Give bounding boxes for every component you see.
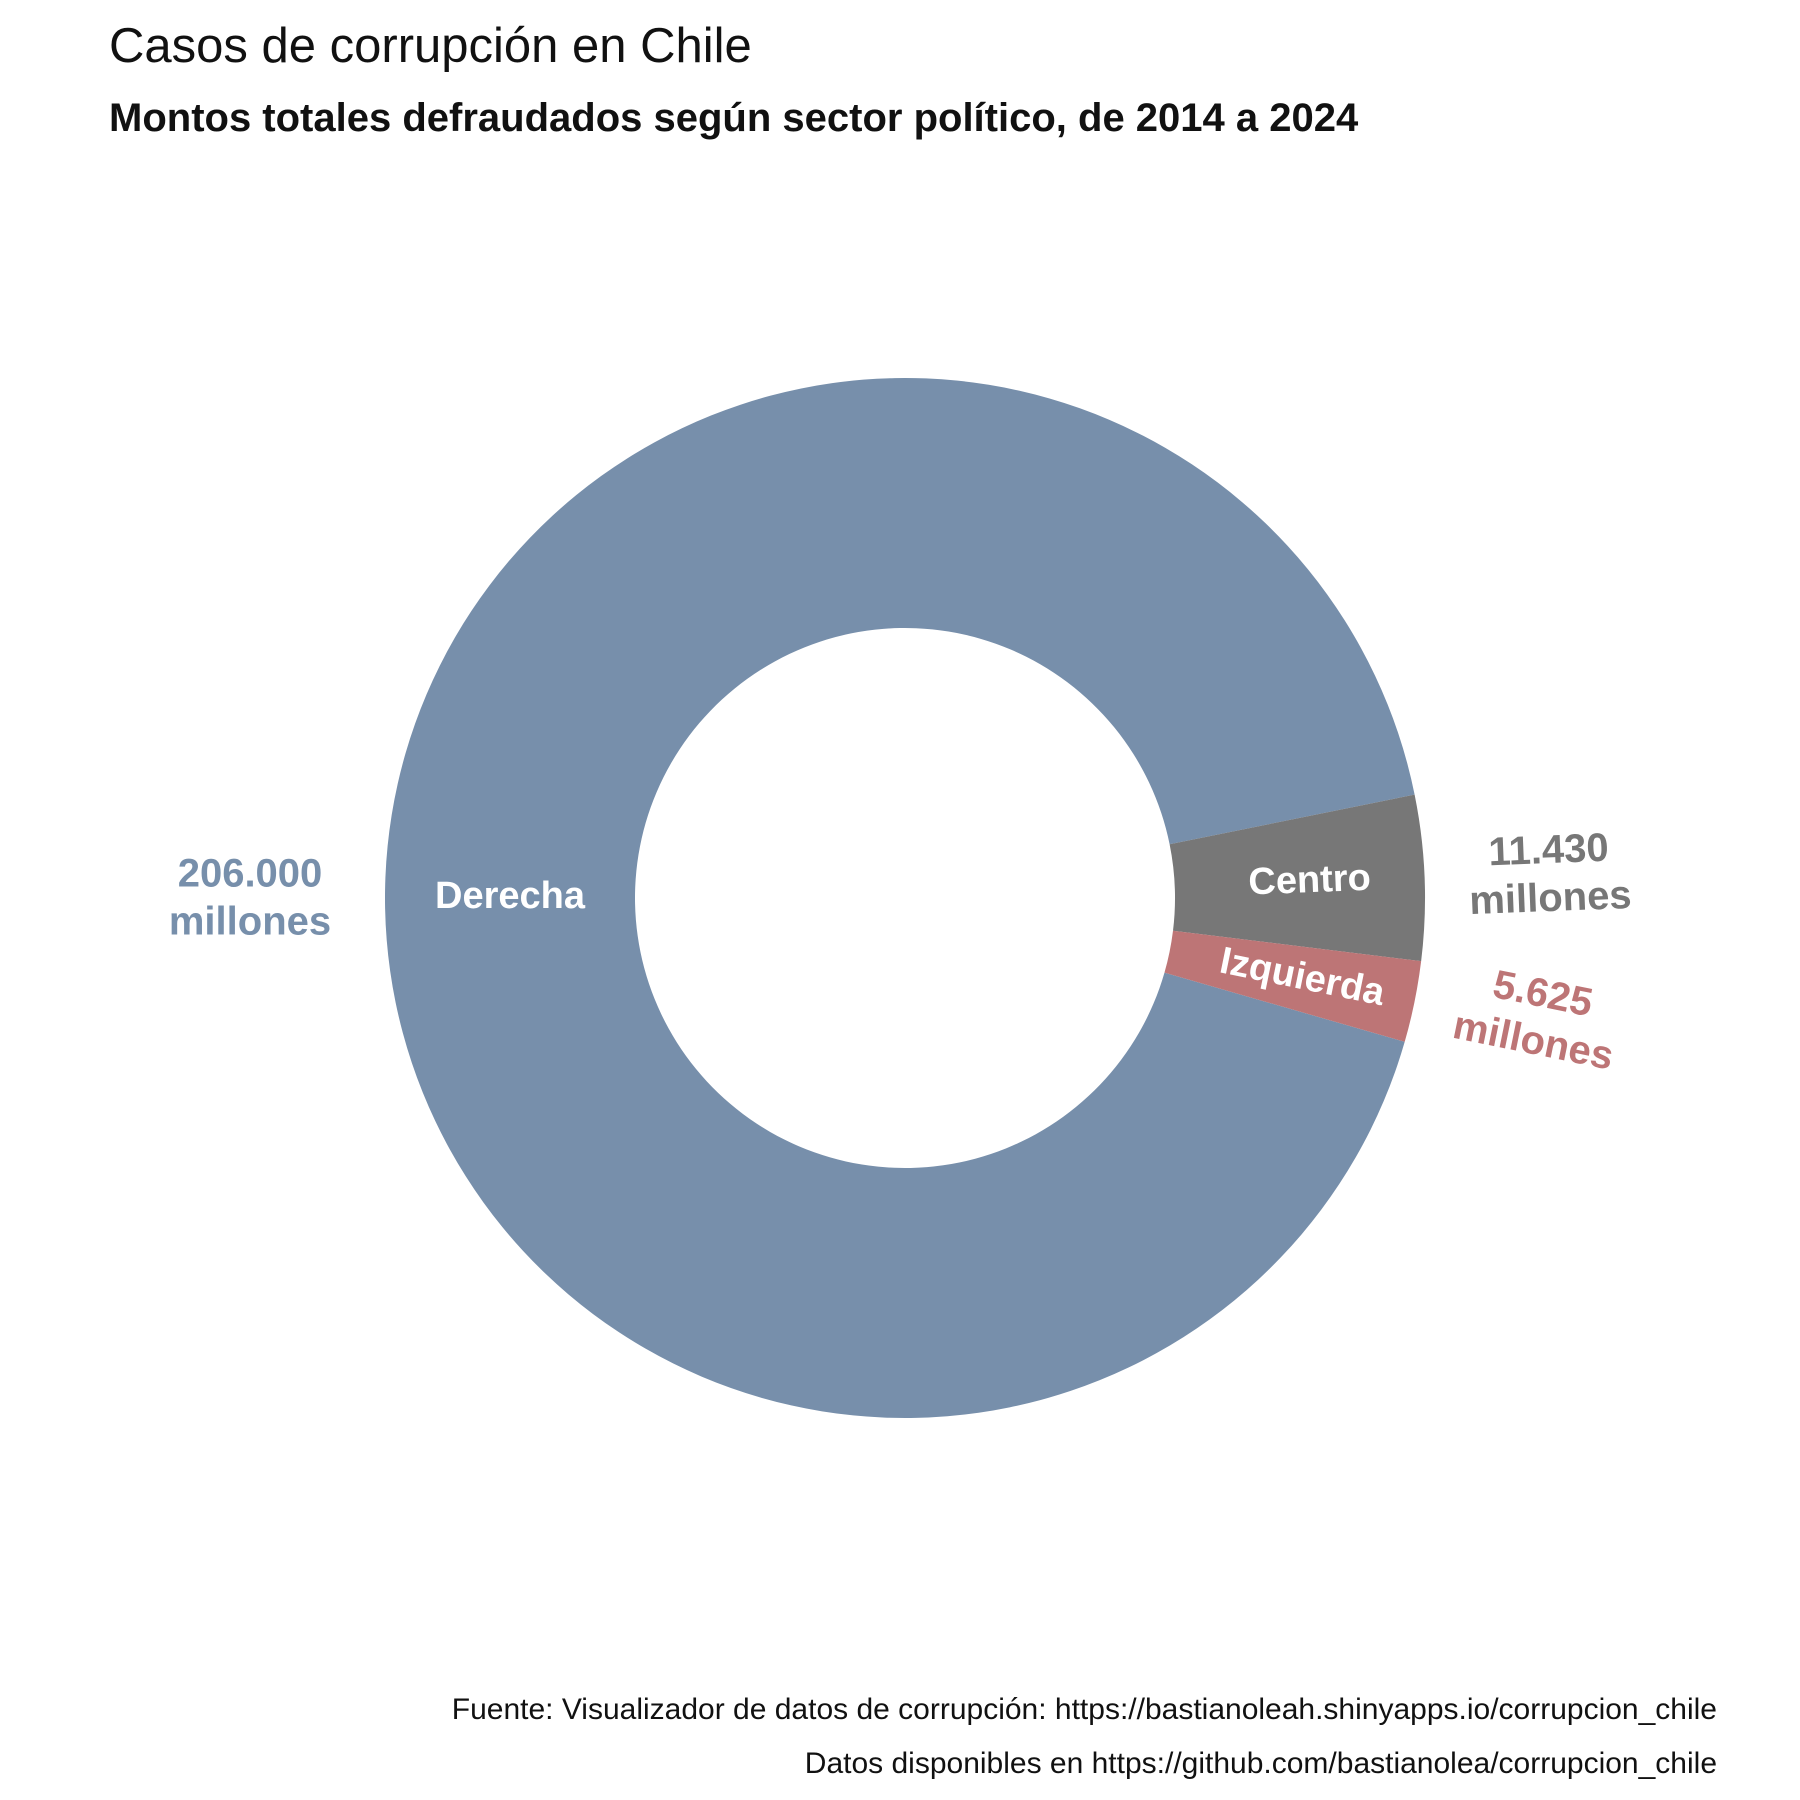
slice-izquierda [1164,930,1422,1042]
slice-label-centro: Centro [1248,857,1372,904]
value-unit: millones [1449,1003,1617,1079]
value-amount: 206.000 [178,852,323,896]
caption-source: Fuente: Visualizador de datos de corrupc… [451,1693,1717,1726]
slice-centro [1169,794,1425,962]
value-amount: 11.430 [1488,826,1610,875]
value-unit: millones [169,900,331,944]
chart-subtitle: Montos totales defraudados según sector … [109,96,1359,140]
slice-label-derecha: Derecha [435,875,586,917]
chart-title: Casos de corrupción en Chile [109,19,752,73]
caption-data-link: Datos disponibles en https://github.com/… [804,1747,1717,1780]
slice-derecha [385,377,1415,1419]
value-unit: millones [1469,873,1633,923]
